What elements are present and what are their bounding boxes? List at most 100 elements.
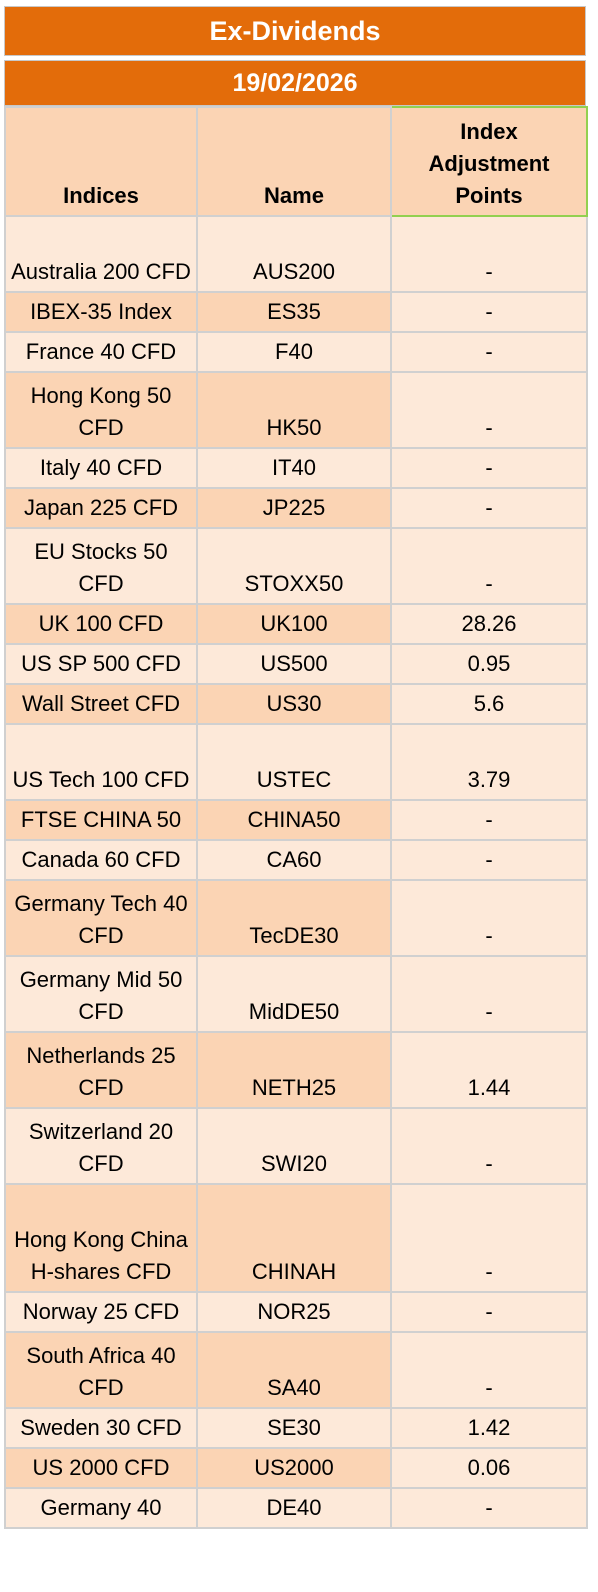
cell-points: 5.6 [390, 683, 588, 725]
cell-index: Japan 225 CFD [4, 487, 198, 529]
cell-index: Switzerland 20 CFD [4, 1107, 198, 1185]
cell-index: Wall Street CFD [4, 683, 198, 725]
table-row: Australia 200 CFD AUS200- [4, 215, 588, 293]
cell-points: 0.06 [390, 1447, 588, 1489]
table-row: France 40 CFD F40- [4, 331, 588, 373]
table-row: Germany 40 DE40- [4, 1487, 588, 1529]
cell-points: - [390, 291, 588, 333]
cell-index: Sweden 30 CFD [4, 1407, 198, 1449]
cell-index: Italy 40 CFD [4, 447, 198, 489]
table-row: IBEX-35 Index ES35- [4, 291, 588, 333]
cell-index: Netherlands 25 CFD [4, 1031, 198, 1109]
cell-index: EU Stocks 50 CFD [4, 527, 198, 605]
cell-name: F40 [196, 331, 392, 373]
sheet-title: Ex-Dividends [4, 6, 586, 56]
cell-name: SWI20 [196, 1107, 392, 1185]
cell-index: UK 100 CFD [4, 603, 198, 645]
cell-index: Germany Tech 40 CFD [4, 879, 198, 957]
cell-index: Canada 60 CFD [4, 839, 198, 881]
table-row: Hong Kong China H-shares CFD CHINAH - [4, 1183, 588, 1293]
table-row: Japan 225 CFD JP225- [4, 487, 588, 529]
cell-name: CHINAH [196, 1183, 392, 1293]
cell-points: - [390, 1487, 588, 1529]
cell-name: IT40 [196, 447, 392, 489]
cell-index: US Tech 100 CFD [4, 723, 198, 801]
header-row: Indices Name Index Adjustment Points [4, 106, 588, 217]
table-row: Germany Mid 50 CFD MidDE50- [4, 955, 588, 1033]
cell-name: SE30 [196, 1407, 392, 1449]
cell-points: - [390, 487, 588, 529]
table-row: Germany Tech 40 CFD TecDE30- [4, 879, 588, 957]
cell-points: - [390, 1107, 588, 1185]
cell-name: US30 [196, 683, 392, 725]
table-row: Hong Kong 50 CFD HK50- [4, 371, 588, 449]
cell-points: - [390, 955, 588, 1033]
cell-index: South Africa 40 CFD [4, 1331, 198, 1409]
cell-name: MidDE50 [196, 955, 392, 1033]
table-row: EU Stocks 50 CFD STOXX50- [4, 527, 588, 605]
table-row: Sweden 30 CFD SE30 1.42 [4, 1407, 588, 1449]
cell-points: - [390, 839, 588, 881]
cell-name: JP225 [196, 487, 392, 529]
table-row: Canada 60 CFD CA60- [4, 839, 588, 881]
cell-index: France 40 CFD [4, 331, 198, 373]
cell-name: TecDE30 [196, 879, 392, 957]
cell-index: FTSE CHINA 50 [4, 799, 198, 841]
cell-points: - [390, 879, 588, 957]
cell-name: CHINA50 [196, 799, 392, 841]
cell-name: STOXX50 [196, 527, 392, 605]
table-row: Wall Street CFD US30 5.6 [4, 683, 588, 725]
cell-name: CA60 [196, 839, 392, 881]
cell-points: - [390, 1183, 588, 1293]
table-row: Switzerland 20 CFD SWI20- [4, 1107, 588, 1185]
cell-points: 3.79 [390, 723, 588, 801]
table-row: US 2000 CFD US2000 0.06 [4, 1447, 588, 1489]
cell-name: SA40 [196, 1331, 392, 1409]
cell-index: Australia 200 CFD [4, 215, 198, 293]
cell-points: - [390, 331, 588, 373]
cell-points: 0.95 [390, 643, 588, 685]
cell-name: NETH25 [196, 1031, 392, 1109]
header-indices: Indices [4, 106, 198, 217]
ex-dividends-sheet: Ex-Dividends 19/02/2026 Indices Name Ind… [4, 6, 588, 1529]
cell-index: Norway 25 CFD [4, 1291, 198, 1333]
table-row: Italy 40 CFD IT40- [4, 447, 588, 489]
cell-index: Hong Kong 50 CFD [4, 371, 198, 449]
cell-index: Hong Kong China H-shares CFD [4, 1183, 198, 1293]
header-name: Name [196, 106, 392, 217]
dividends-table: Indices Name Index Adjustment Points Aus… [4, 106, 588, 1529]
cell-name: HK50 [196, 371, 392, 449]
cell-points: - [390, 371, 588, 449]
cell-name: AUS200 [196, 215, 392, 293]
sheet-date: 19/02/2026 [4, 60, 586, 106]
cell-points: - [390, 1291, 588, 1333]
cell-name: US2000 [196, 1447, 392, 1489]
cell-points: 1.44 [390, 1031, 588, 1109]
cell-index: Germany 40 [4, 1487, 198, 1529]
header-adjustment-points: Index Adjustment Points [390, 106, 588, 217]
cell-index: Germany Mid 50 CFD [4, 955, 198, 1033]
cell-points: - [390, 1331, 588, 1409]
cell-name: US500 [196, 643, 392, 685]
table-row: UK 100 CFD UK100 28.26 [4, 603, 588, 645]
table-body: Australia 200 CFD AUS200- IBEX-35 Index ES3… [4, 215, 588, 1529]
cell-name: USTEC [196, 723, 392, 801]
cell-points: - [390, 215, 588, 293]
cell-name: DE40 [196, 1487, 392, 1529]
cell-name: UK100 [196, 603, 392, 645]
table-row: South Africa 40 CFD SA40- [4, 1331, 588, 1409]
table-row: Norway 25 CFD NOR25- [4, 1291, 588, 1333]
cell-points: - [390, 799, 588, 841]
cell-points: - [390, 527, 588, 605]
table-row: FTSE CHINA 50 CHINA50- [4, 799, 588, 841]
cell-index: US 2000 CFD [4, 1447, 198, 1489]
cell-name: NOR25 [196, 1291, 392, 1333]
table-row: US Tech 100 CFD USTEC 3.79 [4, 723, 588, 801]
cell-points: - [390, 447, 588, 489]
cell-index: IBEX-35 Index [4, 291, 198, 333]
cell-points: 1.42 [390, 1407, 588, 1449]
cell-points: 28.26 [390, 603, 588, 645]
cell-index: US SP 500 CFD [4, 643, 198, 685]
table-row: Netherlands 25 CFD NETH25 1.44 [4, 1031, 588, 1109]
cell-name: ES35 [196, 291, 392, 333]
